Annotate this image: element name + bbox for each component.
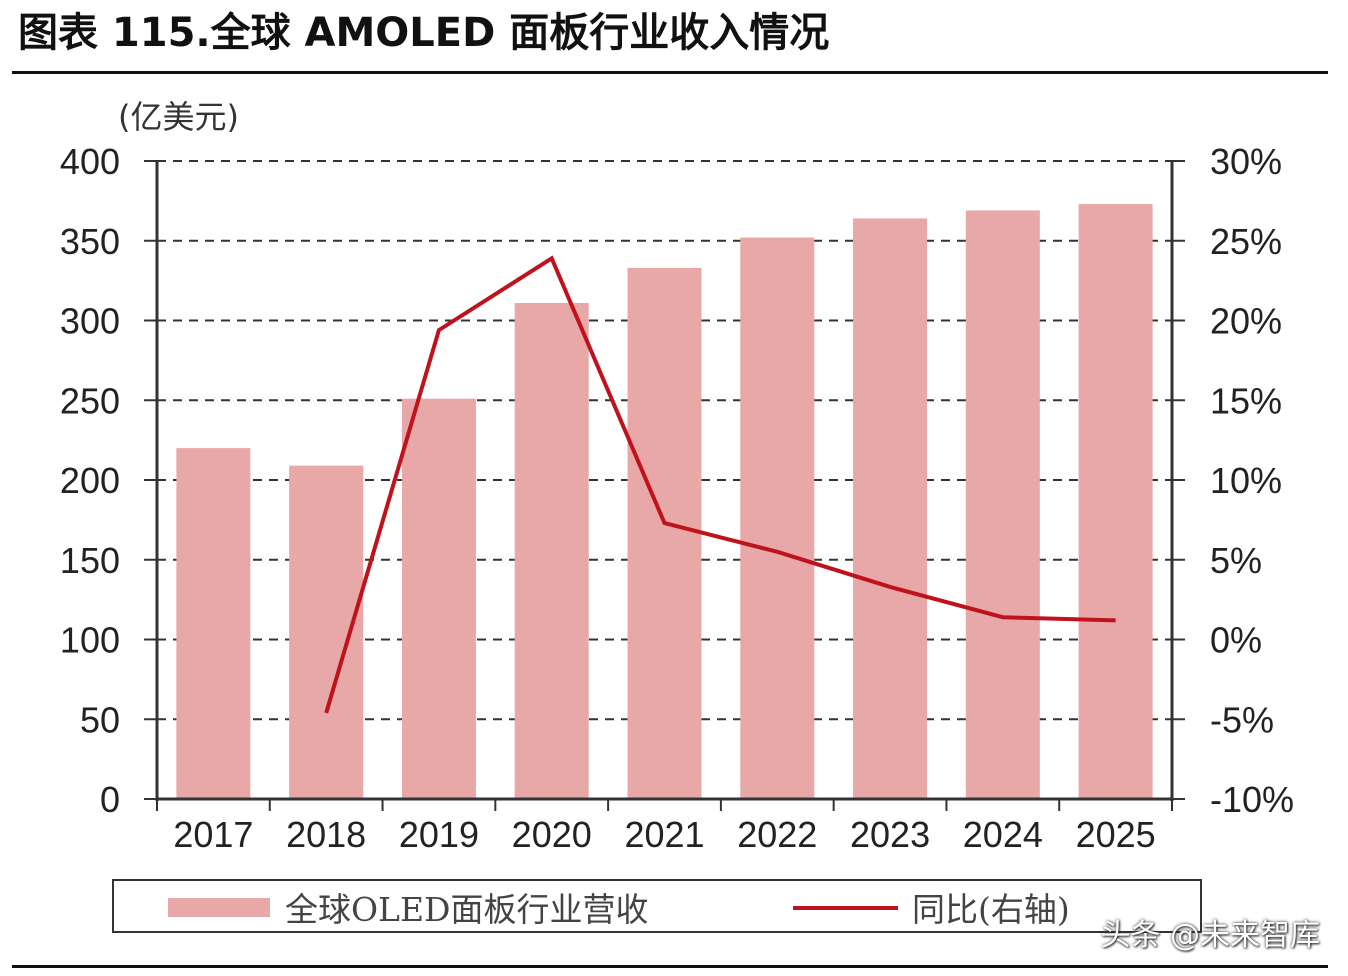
right-tick-label: 5% — [1210, 540, 1262, 581]
bar-2019 — [401, 398, 476, 799]
x-tick-label: 2023 — [850, 814, 930, 855]
left-tick-label: 0 — [100, 779, 120, 820]
left-tick-label: 400 — [60, 141, 120, 182]
legend-bar-swatch — [168, 898, 270, 917]
bar-2021 — [627, 267, 702, 799]
right-tick-label: 10% — [1210, 460, 1282, 501]
right-tick-label: -5% — [1210, 699, 1274, 740]
bar-2023 — [853, 218, 928, 800]
x-tick-label: 2022 — [737, 814, 817, 855]
right-tick-labels: -10% -5% 0% 5% 10% 15% 20% 25% 30% — [1210, 141, 1294, 820]
title-divider — [12, 71, 1328, 74]
watermark: 头条 @未来智库 — [1100, 918, 1320, 953]
left-tick-labels: 0 50 100 150 200 250 300 350 400 — [60, 141, 120, 820]
left-tick-label: 50 — [80, 699, 120, 740]
right-tick-label: -10% — [1210, 779, 1294, 820]
x-tick-label: 2018 — [286, 814, 366, 855]
x-tick-label: 2017 — [173, 814, 253, 855]
legend-line-label: 同比(右轴) — [912, 890, 1070, 929]
right-tick-label: 20% — [1210, 301, 1282, 342]
legend-bar-label: 全球OLED面板行业营收 — [285, 890, 649, 929]
right-tick-label: 30% — [1210, 141, 1282, 182]
x-tick-label: 2024 — [963, 814, 1043, 855]
x-tick-label: 2019 — [399, 814, 479, 855]
bar-2017 — [176, 448, 251, 799]
axes — [144, 160, 1185, 811]
bar-series — [176, 204, 1153, 800]
x-tick-labels: 2017 2018 2019 2020 2021 2022 2023 2024 2025 — [173, 814, 1155, 855]
left-tick-label: 250 — [60, 380, 120, 421]
x-tick-label: 2020 — [512, 814, 592, 855]
right-tick-label: 0% — [1210, 620, 1262, 661]
x-tick-label: 2025 — [1076, 814, 1156, 855]
bar-2024 — [965, 210, 1040, 799]
left-tick-label: 150 — [60, 540, 120, 581]
left-tick-label: 350 — [60, 221, 120, 262]
bar-2018 — [289, 465, 364, 799]
left-tick-label: 200 — [60, 460, 120, 501]
bar-2022 — [740, 237, 815, 799]
yoy-line — [324, 255, 1116, 714]
x-tick-label: 2021 — [624, 814, 704, 855]
line-series — [324, 255, 1116, 714]
y-axis-label: (亿美元) — [118, 98, 239, 136]
legend-box — [112, 879, 1202, 933]
right-tick-label: 15% — [1210, 380, 1282, 421]
bar-2020 — [514, 302, 589, 799]
left-tick-label: 300 — [60, 301, 120, 342]
right-tick-label: 25% — [1210, 221, 1282, 262]
legend: 全球OLED面板行业营收 同比(右轴) — [112, 879, 1202, 933]
left-tick-label: 100 — [60, 620, 120, 661]
page-title: 图表 115.全球 AMOLED 面板行业收入情况 — [18, 10, 830, 56]
bar-2025 — [1078, 204, 1153, 799]
bottom-divider — [12, 965, 1328, 968]
